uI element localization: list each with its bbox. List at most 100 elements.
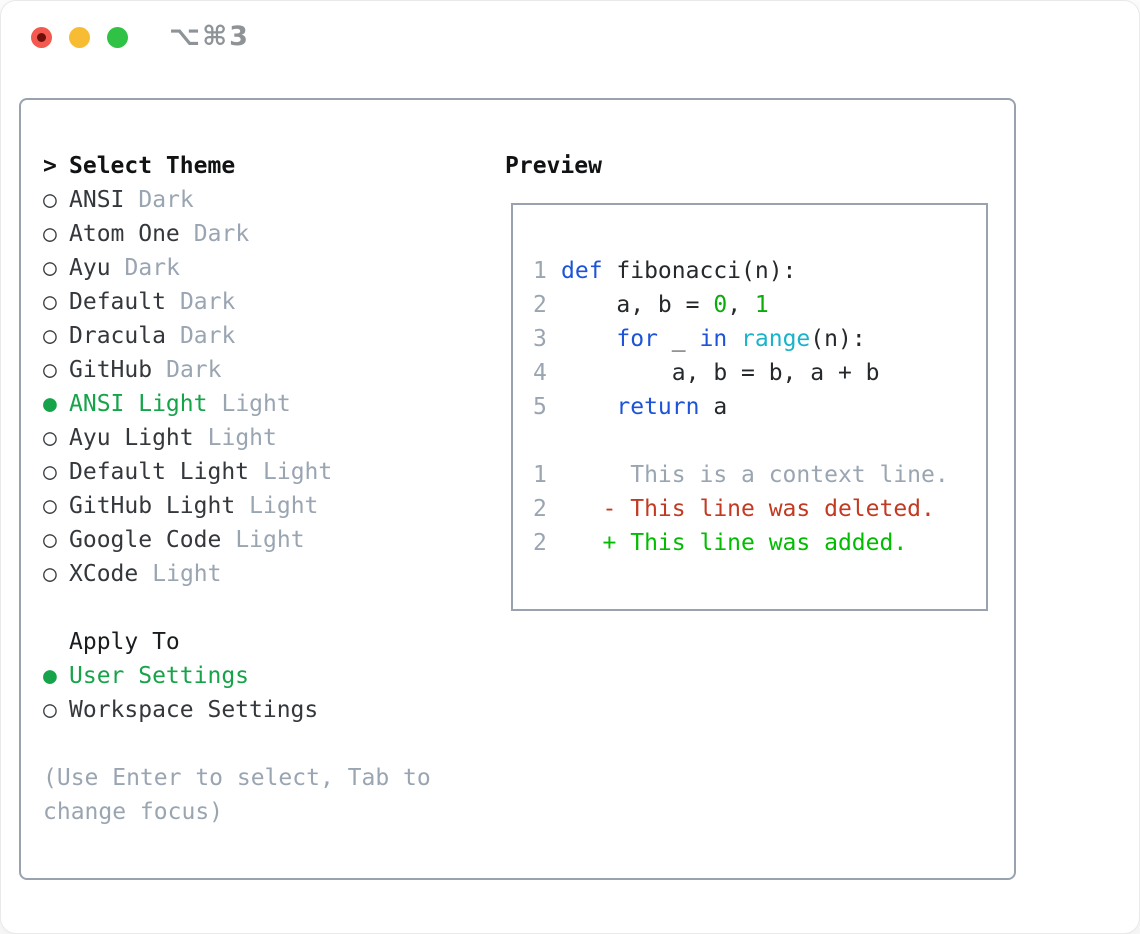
theme-name: Ayu (69, 255, 111, 281)
theme-option-ansi-dark[interactable]: ○ ANSI Dark (43, 183, 431, 217)
radio-unselected-icon: ○ (43, 255, 57, 281)
code-token (727, 326, 741, 352)
selection-pane: > Select Theme ○ ANSI Dark ○ Atom One Dark ○ A… (43, 149, 431, 829)
theme-name: Atom One (69, 221, 180, 247)
theme-option-atom-one-dark[interactable]: ○ Atom One Dark (43, 217, 431, 251)
code-token: in (699, 326, 728, 352)
theme-variant-badge: Dark (193, 221, 250, 247)
code-token: , (727, 292, 755, 318)
radio-unselected-icon: ○ (43, 221, 57, 247)
radio-unselected-icon: ○ (43, 697, 57, 723)
diff-context-line: 1 This is a context line. (533, 458, 986, 492)
theme-variant-badge: Light (207, 425, 277, 451)
line-number: 2 (533, 530, 547, 556)
radio-unselected-icon: ○ (43, 561, 57, 587)
theme-name: Default Light (69, 459, 250, 485)
diff-added-text: + This line was added. (561, 530, 908, 556)
theme-option-ansi-light[interactable]: ● ANSI Light Light (43, 387, 431, 421)
code-token: fibonacci(n): (602, 258, 797, 284)
theme-name: GitHub Light (69, 493, 236, 519)
diff-deleted-text: - This line was deleted. (561, 496, 935, 522)
blank-line (533, 424, 986, 458)
theme-variant-badge: Light (221, 391, 291, 417)
radio-unselected-icon: ○ (43, 187, 57, 213)
code-token: 1 (754, 292, 769, 318)
diff-context-text: This is a context line. (561, 462, 949, 488)
select-theme-header: > Select Theme (43, 149, 431, 183)
select-theme-title: Select Theme (69, 153, 236, 179)
code-line: 5 return a (533, 390, 986, 424)
theme-name: ANSI (69, 187, 125, 213)
code-line: 2 a, b = 0, 1 (533, 288, 986, 322)
line-number: 1 (533, 462, 547, 488)
radio-unselected-icon: ○ (43, 493, 57, 519)
code-token: def (561, 258, 603, 284)
keyboard-shortcut-label: ⌥⌘3 (169, 21, 250, 52)
apply-option-workspace-settings[interactable]: ○ Workspace Settings (43, 693, 431, 727)
theme-name: GitHub (69, 357, 153, 383)
code-token: for (616, 326, 658, 352)
theme-variant-badge: Dark (138, 187, 194, 213)
header-indent (43, 625, 69, 659)
code-token: a (699, 394, 728, 420)
code-token: a, b = b, a + b (561, 360, 880, 386)
theme-option-ayu-light[interactable]: ○ Ayu Light Light (43, 421, 431, 455)
theme-option-github-light[interactable]: ○ GitHub Light Light (43, 489, 431, 523)
theme-variant-badge: Dark (179, 323, 236, 349)
prompt-icon: > (43, 153, 57, 179)
theme-name: Dracula (69, 323, 166, 349)
divider (43, 591, 431, 625)
theme-option-github-dark[interactable]: ○ GitHub Dark (43, 353, 431, 387)
line-number (533, 424, 547, 458)
theme-variant-badge: Light (235, 527, 305, 553)
code-token: a, b = (561, 292, 714, 318)
apply-to-header: Apply To (43, 625, 431, 659)
code-line: 3 for _ in range(n): (533, 322, 986, 356)
apply-to-title: Apply To (69, 629, 180, 655)
code-token: (n): (810, 326, 866, 352)
apply-option-label: Workspace Settings (69, 697, 319, 723)
theme-option-dracula-dark[interactable]: ○ Dracula Dark (43, 319, 431, 353)
code-line: 1 def fibonacci(n): (533, 254, 986, 288)
line-number: 4 (533, 360, 547, 386)
apply-option-label: User Settings (69, 663, 250, 689)
apply-option-user-settings[interactable]: ● User Settings (43, 659, 431, 693)
radio-unselected-icon: ○ (43, 357, 57, 383)
theme-variant-badge: Dark (124, 255, 180, 281)
theme-variant-badge: Light (263, 459, 333, 485)
theme-option-ayu-dark[interactable]: ○ Ayu Dark (43, 251, 431, 285)
help-text-line-2: change focus) (43, 799, 224, 825)
diff-added-line: 2 + This line was added. (533, 526, 986, 560)
radio-unselected-icon: ○ (43, 425, 57, 451)
help-text-line-1: (Use Enter to select, Tab to (43, 765, 431, 791)
code-token: 0 (713, 292, 728, 318)
theme-name: Default (69, 289, 166, 315)
line-number: 5 (533, 394, 547, 420)
theme-option-google-code-light[interactable]: ○ Google Code Light (43, 523, 431, 557)
radio-unselected-icon: ○ (43, 289, 57, 315)
minimize-button[interactable] (69, 27, 90, 48)
code-token: range (741, 326, 811, 352)
theme-variant-badge: Light (249, 493, 319, 519)
code-token (561, 394, 616, 420)
close-button[interactable] (31, 27, 52, 48)
theme-option-default-dark[interactable]: ○ Default Dark (43, 285, 431, 319)
theme-variant-badge: Dark (166, 357, 222, 383)
line-number: 1 (533, 258, 547, 284)
radio-selected-icon: ● (43, 663, 57, 689)
preview-title: Preview (505, 153, 602, 179)
theme-name: ANSI Light (69, 391, 208, 417)
radio-unselected-icon: ○ (43, 459, 57, 485)
line-number: 2 (533, 292, 547, 318)
theme-name: Ayu Light (69, 425, 194, 451)
maximize-button[interactable] (107, 27, 128, 48)
radio-selected-icon: ● (43, 391, 57, 417)
titlebar: ⌥⌘3 (1, 1, 1139, 76)
code-token (561, 326, 616, 352)
theme-variant-badge: Light (152, 561, 222, 587)
theme-option-default-light[interactable]: ○ Default Light Light (43, 455, 431, 489)
theme-option-xcode-light[interactable]: ○ XCode Light (43, 557, 431, 591)
theme-name: Google Code (69, 527, 222, 553)
theme-picker-panel: > Select Theme ○ ANSI Dark ○ Atom One Dark ○ A… (19, 98, 1016, 880)
theme-variant-badge: Dark (179, 289, 236, 315)
